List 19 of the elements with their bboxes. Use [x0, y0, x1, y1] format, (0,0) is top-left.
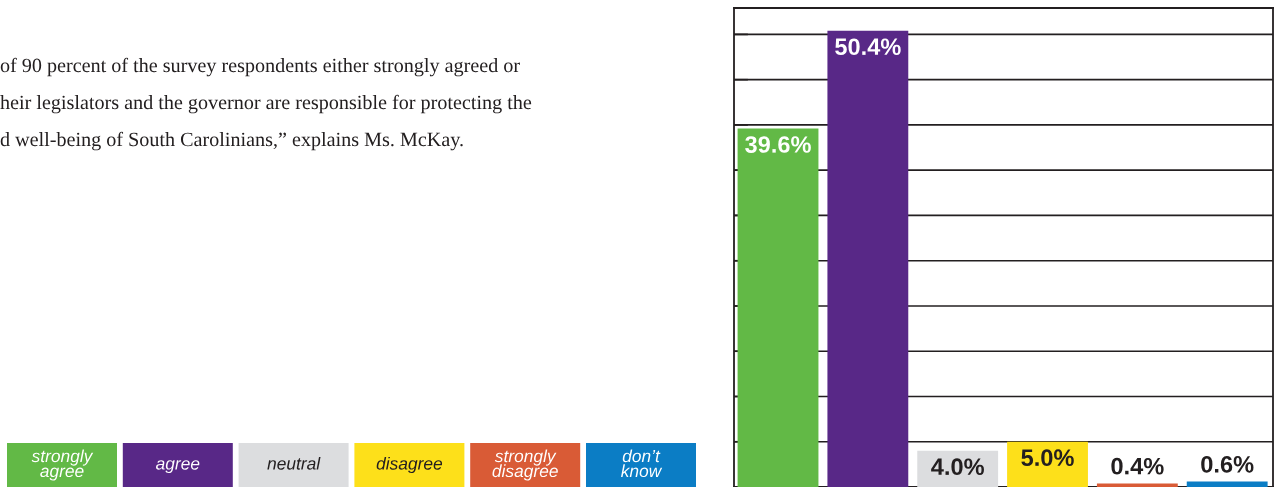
- text: strongly agree: [31, 449, 94, 481]
- data-label: 0.4%: [1111, 457, 1164, 475]
- bar: [1186, 481, 1268, 487]
- data-label: 39.6%: [745, 136, 811, 153]
- data-label: 4.0%: [931, 458, 984, 476]
- bar: [1096, 483, 1178, 487]
- text: disagree: [376, 456, 443, 474]
- data-label: 5.0%: [1021, 449, 1074, 467]
- bar: [827, 30, 909, 487]
- text: strongly disagree: [492, 449, 558, 481]
- text: agree: [155, 460, 200, 474]
- text: of 90 percent of the survey respondents either strongly agreed or: [0, 57, 520, 77]
- bar: [737, 128, 819, 487]
- data-label: 0.6%: [1201, 456, 1254, 473]
- text: don’t know: [621, 449, 663, 478]
- data-label: 50.4%: [835, 38, 901, 56]
- text: neutral: [267, 456, 321, 470]
- text: heir legislators and the governor are responsible for protecting the: [0, 94, 532, 114]
- text: d well-being of South Carolinians,” explains Ms. McKay.: [0, 131, 463, 151]
